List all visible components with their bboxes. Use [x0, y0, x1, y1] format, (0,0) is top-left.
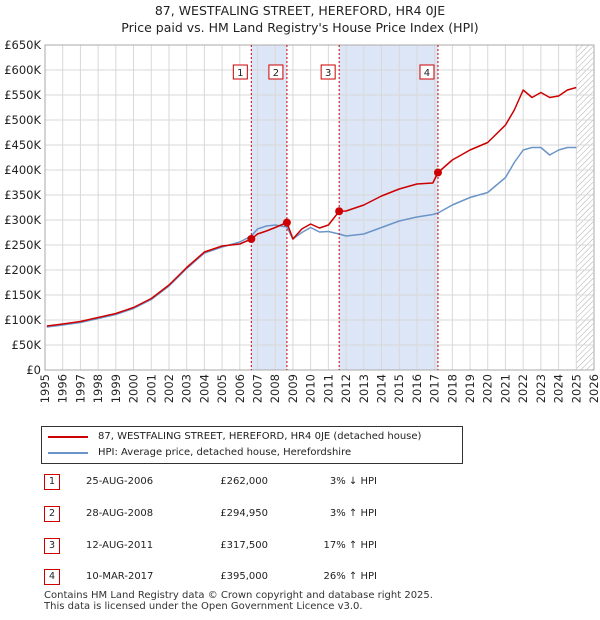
x-tick-label: 2002 [162, 374, 176, 403]
y-tick-label: £300K [4, 213, 41, 227]
x-tick-label: 2020 [481, 374, 495, 403]
x-tick-label: 2026 [587, 374, 600, 403]
x-tick-label: 2007 [251, 374, 265, 403]
x-tick-label: 1995 [38, 374, 52, 403]
price-chart: £0 £50K £100K £150K £200K £250K £300K £350K £400… [4, 38, 600, 403]
title-line-2: Price paid vs. HM Land Registry's House … [121, 20, 479, 35]
transaction-label: 3 [325, 68, 331, 79]
y-tick-label: £650K [4, 38, 41, 52]
transaction-label-box [419, 64, 435, 80]
transaction-hpi: 3% ↑ HPI [329, 508, 377, 519]
y-tick-label: £200K [4, 263, 41, 277]
transaction-date: 10-MAR-2017 [86, 571, 154, 582]
x-tick-label: 2015 [392, 374, 406, 403]
transaction-price: £294,950 [220, 508, 268, 519]
x-tick-label: 2006 [233, 374, 247, 403]
transaction-label: 4 [424, 68, 430, 79]
table-row: 2 28-AUG-2008 £294,950 3% ↑ HPI [44, 506, 444, 522]
legend-item-hpi: HPI: Average price, detached house, Here… [48, 445, 351, 460]
x-tick-label: 2013 [357, 374, 371, 403]
forecast-hatch [576, 45, 594, 370]
transaction-hpi: 26% ↑ HPI [323, 571, 377, 582]
legend-swatch-price [48, 435, 88, 438]
x-tick-label: 1997 [73, 374, 87, 403]
chart-legend: 87, WESTFALING STREET, HEREFORD, HR4 0JE… [41, 426, 463, 464]
x-tick-label: 2023 [534, 374, 548, 403]
x-tick-label: 2000 [127, 374, 141, 403]
transaction-label: 2 [273, 68, 279, 79]
y-tick-label: £500K [4, 113, 41, 127]
y-tick-label: £50K [12, 338, 42, 352]
shaded-period [339, 45, 438, 370]
x-tick-label: 2024 [552, 374, 566, 403]
y-tick-label: £150K [4, 288, 41, 302]
legend-item-price: 87, WESTFALING STREET, HEREFORD, HR4 0JE… [48, 429, 421, 444]
hpi-line [46, 146, 577, 328]
transaction-date: 28-AUG-2008 [86, 508, 154, 519]
x-tick-label: 2012 [339, 374, 353, 403]
transaction-label-box [320, 64, 336, 80]
transaction-price: £262,000 [220, 476, 268, 487]
transaction-point [282, 218, 291, 227]
table-row: 4 10-MAR-2017 £395,000 26% ↑ HPI [44, 569, 444, 585]
plot-border [44, 44, 595, 371]
x-tick-label: 2001 [144, 374, 158, 403]
x-tick-label: 2014 [374, 374, 388, 403]
x-tick-label: 2021 [498, 374, 512, 403]
y-tick-label: £450K [4, 138, 41, 152]
x-tick-label: 2010 [304, 374, 318, 403]
x-tick-label: 2005 [215, 374, 229, 403]
x-tick-label: 2011 [321, 374, 335, 403]
shaded-period [251, 45, 287, 370]
x-tick-label: 1998 [91, 374, 105, 403]
y-tick-label: £350K [4, 188, 41, 202]
transaction-point [335, 207, 344, 216]
transaction-label-box [268, 64, 284, 80]
legend-label-price: 87, WESTFALING STREET, HEREFORD, HR4 0JE… [98, 431, 422, 442]
transaction-hpi: 17% ↑ HPI [323, 540, 377, 551]
transaction-date: 12-AUG-2011 [86, 540, 154, 551]
table-row: 3 12-AUG-2011 £317,500 17% ↑ HPI [44, 538, 444, 554]
x-tick-label: 2009 [286, 374, 300, 403]
title-line-1: 87, WESTFALING STREET, HEREFORD, HR4 0JE [154, 3, 446, 18]
y-tick-label: £550K [4, 88, 41, 102]
transaction-point [433, 168, 442, 177]
x-tick-label: 2018 [445, 374, 459, 403]
y-tick-label: £100K [4, 313, 41, 327]
y-tick-label: £0 [26, 363, 41, 377]
x-tick-label: 2016 [410, 374, 424, 403]
y-tick-label: £400K [4, 163, 41, 177]
x-tick-label: 2017 [428, 374, 442, 403]
legend-label-hpi: HPI: Average price, detached house, Here… [98, 447, 352, 458]
transaction-date: 25-AUG-2006 [86, 476, 154, 487]
transaction-badge: 2 [44, 506, 60, 522]
footer-attribution: Contains HM Land Registry data © Crown c… [44, 590, 433, 612]
legend-swatch-hpi [48, 451, 88, 454]
x-tick-label: 1996 [56, 374, 70, 403]
footer-line-1: Contains HM Land Registry data © Crown c… [44, 590, 433, 601]
x-tick-label: 2025 [569, 374, 583, 403]
transaction-price: £317,500 [220, 540, 268, 551]
x-tick-label: 2003 [180, 374, 194, 403]
y-tick-label: £250K [4, 238, 41, 252]
transaction-point [247, 235, 256, 243]
table-row: 1 25-AUG-2006 £262,000 3% ↓ HPI [44, 474, 444, 490]
transaction-hpi: 3% ↓ HPI [329, 476, 377, 487]
plot-background [45, 45, 594, 370]
x-tick-label: 1999 [109, 374, 123, 403]
transaction-badge: 4 [44, 569, 60, 585]
x-tick-label: 2004 [197, 374, 211, 403]
price-paid-line [46, 86, 577, 327]
x-tick-label: 2019 [463, 374, 477, 403]
transaction-price: £395,000 [220, 571, 268, 582]
y-tick-label: £600K [4, 63, 41, 77]
x-tick-label: 2008 [268, 374, 282, 403]
transaction-badge: 1 [44, 474, 60, 490]
transaction-label-box [232, 64, 248, 80]
transaction-label: 1 [237, 68, 243, 79]
x-tick-label: 2022 [516, 374, 530, 403]
transaction-badge: 3 [44, 538, 60, 554]
chart-title: 87, WESTFALING STREET, HEREFORD, HR4 0JE… [0, 2, 600, 36]
footer-line-2: This data is licensed under the Open Gov… [44, 601, 363, 612]
